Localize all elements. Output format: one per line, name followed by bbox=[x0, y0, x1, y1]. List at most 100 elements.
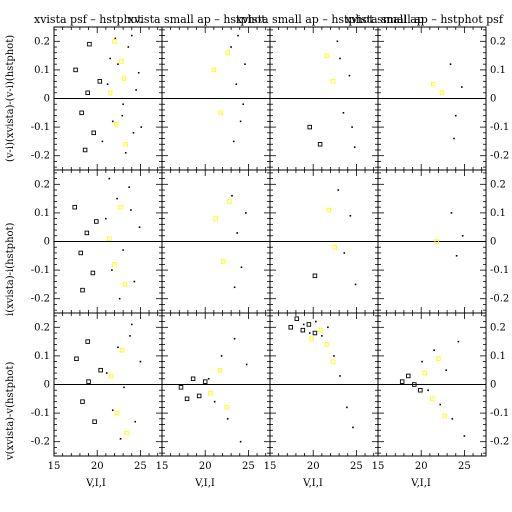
data-point bbox=[412, 382, 417, 387]
data-point bbox=[72, 204, 77, 210]
data-point bbox=[133, 280, 136, 283]
data-point bbox=[134, 420, 137, 423]
data-point bbox=[354, 283, 357, 286]
data-point bbox=[80, 399, 85, 404]
data-point bbox=[94, 219, 99, 224]
data-point bbox=[91, 130, 96, 136]
data-point bbox=[120, 347, 125, 353]
data-point bbox=[233, 337, 236, 340]
data-point bbox=[307, 124, 312, 130]
y-tick-label: -0.1 bbox=[31, 122, 50, 133]
x-tick-label: 20 bbox=[415, 461, 428, 472]
panel-title-4: xvista small ap – hstphot psf bbox=[345, 13, 504, 26]
data-point bbox=[454, 114, 457, 117]
data-point bbox=[348, 74, 351, 77]
data-point bbox=[324, 342, 330, 347]
data-point bbox=[231, 194, 233, 197]
data-point bbox=[129, 335, 131, 337]
data-point bbox=[116, 197, 118, 200]
data-point bbox=[90, 270, 96, 276]
data-point bbox=[239, 120, 242, 123]
data-point bbox=[86, 379, 91, 384]
y-tick-label-right: -0.1 bbox=[490, 265, 509, 276]
data-point bbox=[107, 90, 113, 96]
x-tick-label: 25 bbox=[242, 461, 255, 472]
data-point bbox=[112, 262, 117, 267]
y-tick-label-right: -0.2 bbox=[490, 437, 509, 448]
y-tick-label-right: -0.1 bbox=[490, 122, 509, 133]
row3-ylabel: v(xvista)-v(hstphot) bbox=[5, 362, 16, 461]
data-point bbox=[85, 339, 90, 344]
data-point bbox=[427, 389, 429, 392]
data-point bbox=[119, 438, 122, 440]
data-point bbox=[421, 360, 423, 363]
data-point bbox=[79, 110, 84, 116]
data-point bbox=[244, 63, 246, 65]
data-point bbox=[332, 244, 338, 250]
data-point bbox=[140, 126, 143, 128]
data-point bbox=[124, 430, 129, 436]
data-point bbox=[461, 234, 464, 237]
data-point bbox=[97, 79, 103, 84]
data-point bbox=[451, 418, 454, 420]
data-point bbox=[237, 34, 239, 37]
data-point bbox=[439, 90, 445, 96]
data-point bbox=[130, 209, 132, 211]
data-point bbox=[114, 37, 117, 40]
data-point bbox=[106, 83, 109, 85]
data-point bbox=[184, 396, 190, 402]
data-point bbox=[80, 287, 85, 293]
x-tick-label: 15 bbox=[48, 461, 61, 472]
data-point bbox=[351, 126, 353, 128]
data-point bbox=[312, 273, 318, 279]
data-point bbox=[84, 230, 90, 236]
data-point bbox=[217, 367, 223, 373]
data-point bbox=[312, 330, 318, 336]
data-point bbox=[302, 323, 305, 326]
data-point bbox=[113, 121, 119, 127]
data-point bbox=[324, 53, 330, 58]
data-point bbox=[207, 377, 210, 380]
data-point bbox=[225, 50, 230, 55]
data-point bbox=[439, 403, 442, 406]
y-tick-label-right: -0.2 bbox=[490, 294, 509, 305]
data-point bbox=[405, 373, 411, 379]
data-point bbox=[78, 250, 84, 256]
data-point bbox=[101, 140, 104, 143]
data-point bbox=[109, 57, 111, 60]
data-point bbox=[128, 186, 130, 188]
data-point bbox=[138, 226, 141, 228]
y-tick-label: 0 bbox=[44, 380, 50, 391]
data-point bbox=[213, 216, 218, 221]
data-point bbox=[208, 390, 213, 396]
data-point bbox=[92, 419, 97, 424]
data-point bbox=[190, 376, 196, 382]
data-point bbox=[422, 370, 427, 376]
y-tick-label: 0.2 bbox=[34, 179, 50, 190]
panel-r1c4 bbox=[377, 26, 487, 171]
data-point bbox=[445, 369, 448, 371]
data-point bbox=[235, 83, 238, 85]
panel-r2c4 bbox=[377, 169, 487, 314]
data-point bbox=[232, 140, 235, 143]
data-point bbox=[178, 385, 184, 390]
data-point bbox=[139, 360, 142, 363]
y-tick-label: 0.1 bbox=[34, 208, 50, 219]
data-point bbox=[353, 146, 356, 148]
x-tick-label: 15 bbox=[372, 461, 385, 472]
data-point bbox=[111, 409, 114, 412]
data-point bbox=[230, 46, 232, 48]
data-point bbox=[87, 41, 92, 47]
data-point bbox=[433, 349, 435, 351]
data-point bbox=[224, 405, 230, 410]
data-point bbox=[453, 137, 455, 140]
data-point bbox=[317, 142, 323, 147]
data-point bbox=[339, 375, 341, 377]
data-point bbox=[122, 249, 124, 251]
data-point bbox=[455, 255, 458, 257]
data-point bbox=[352, 426, 354, 429]
panel-title-3: xvista small ap – hstphot small ap bbox=[236, 13, 424, 26]
panel-r3c4: 15 20 25 bbox=[372, 312, 487, 472]
data-point bbox=[336, 40, 339, 43]
